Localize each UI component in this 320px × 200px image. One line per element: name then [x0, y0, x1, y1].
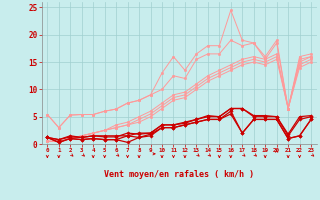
X-axis label: Vent moyen/en rafales ( km/h ): Vent moyen/en rafales ( km/h ) — [104, 170, 254, 179]
